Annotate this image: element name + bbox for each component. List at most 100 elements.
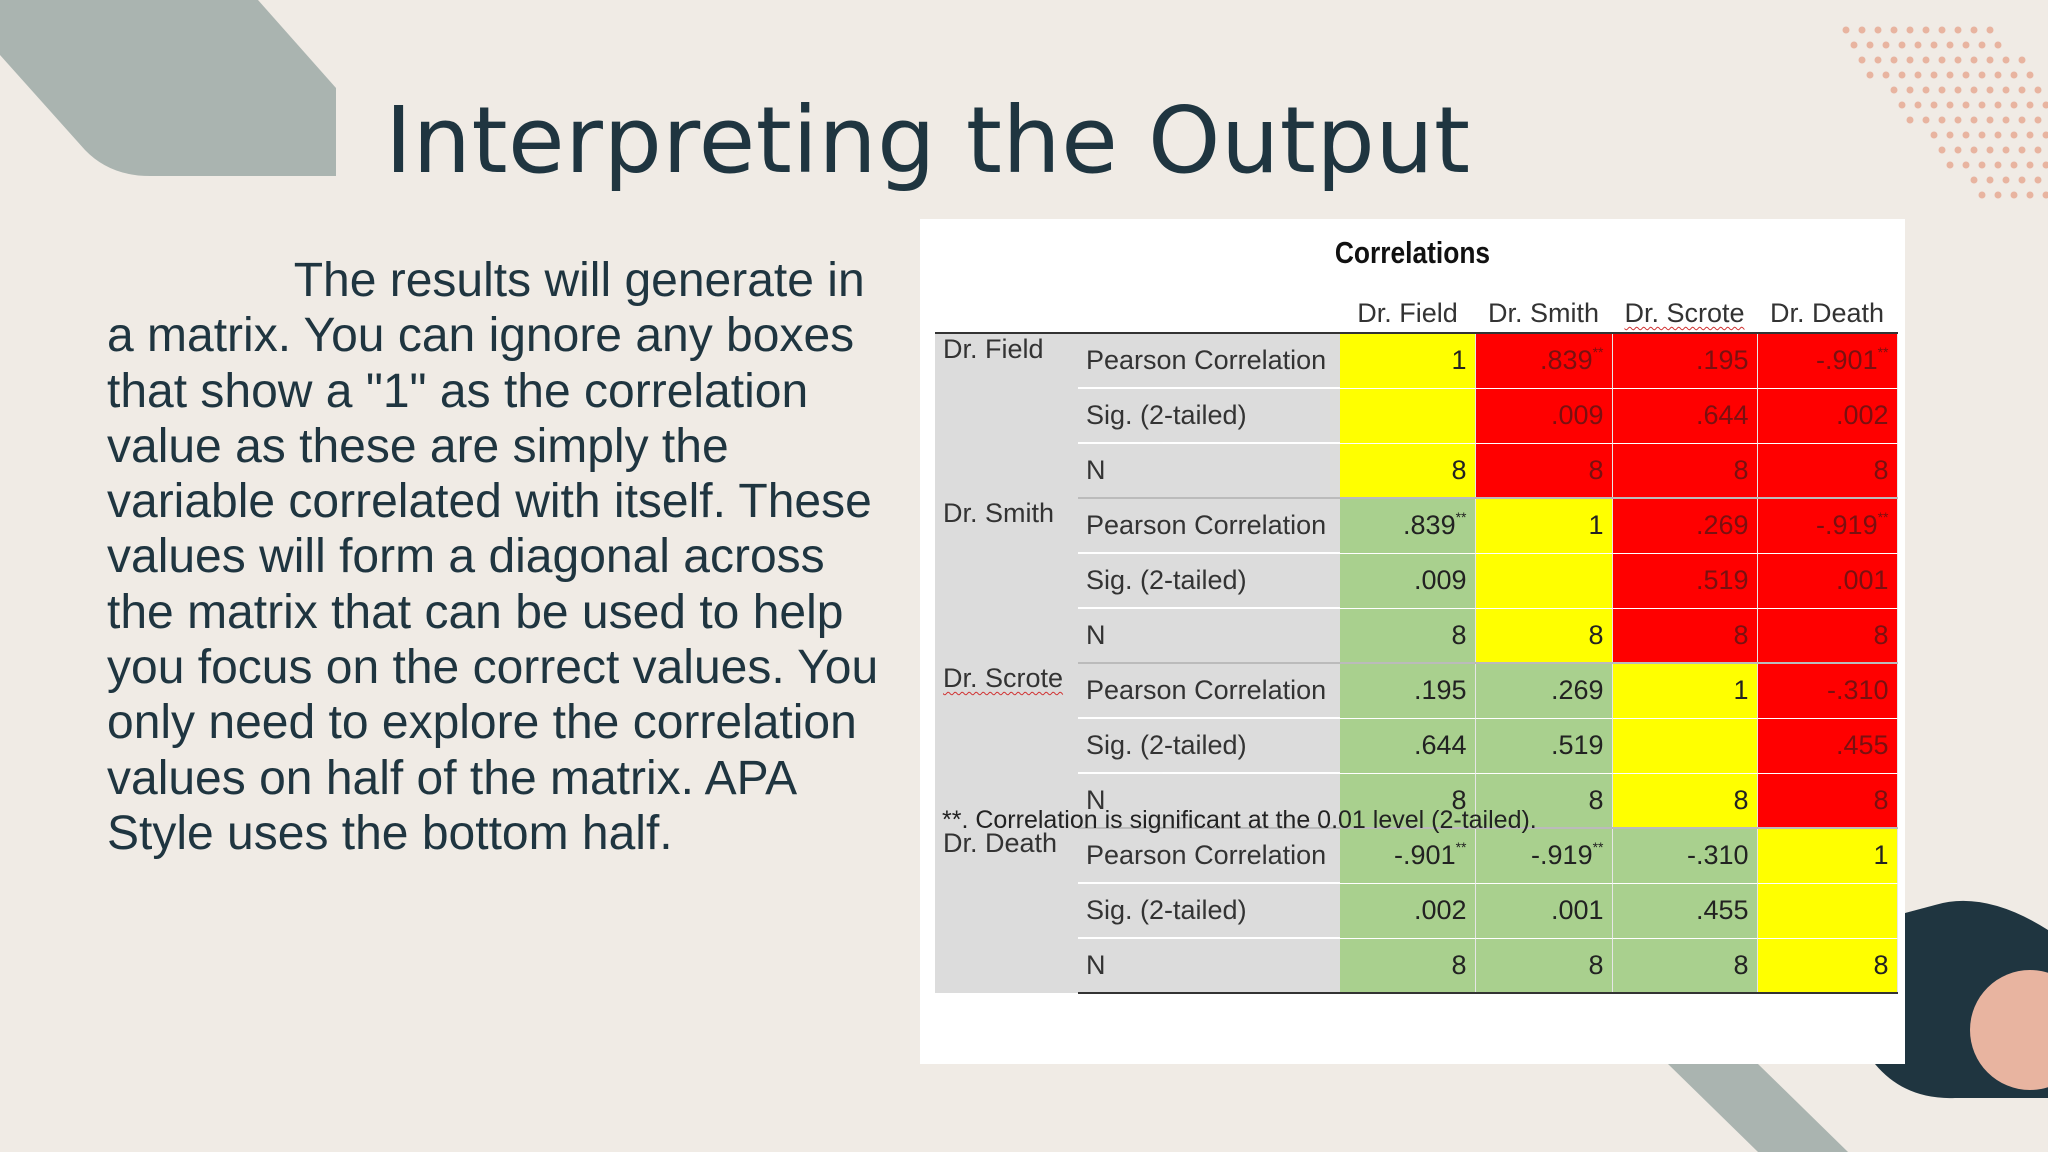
decor-dot xyxy=(1930,71,1938,79)
correlation-cell: -.919** xyxy=(1757,498,1898,554)
decor-dot xyxy=(2018,146,2026,154)
decor-dot xyxy=(1978,71,1986,79)
decor-dot xyxy=(2026,161,2034,169)
decor-dot xyxy=(2002,176,2010,184)
correlation-cell xyxy=(1612,718,1758,774)
cell-value: .195 xyxy=(1695,345,1749,376)
decor-dot xyxy=(2026,101,2034,109)
column-header: Dr. Death xyxy=(1757,282,1897,334)
correlation-cell: .269 xyxy=(1612,498,1758,554)
decor-dot xyxy=(1882,41,1890,49)
correlation-cell: 1 xyxy=(1340,333,1476,389)
stat-label: Pearson Correlation xyxy=(1078,663,1340,719)
table-row: Sig. (2-tailed) .002.001.455 xyxy=(935,883,1898,939)
table-title: Correlations xyxy=(1334,235,1491,270)
decor-dot xyxy=(2002,86,2010,94)
correlation-cell: .455 xyxy=(1612,883,1758,939)
stat-label: Pearson Correlation xyxy=(1078,333,1340,389)
correlation-cell: 8 xyxy=(1475,938,1613,994)
decor-dot xyxy=(1946,101,1954,109)
row-variable-text: Dr. Smith xyxy=(943,498,1055,528)
decor-dot xyxy=(1898,71,1906,79)
correlation-cell: 8 xyxy=(1340,773,1476,829)
cell-value: .839 xyxy=(1403,510,1456,541)
decor-dot xyxy=(1930,131,1938,139)
cell-value: .269 xyxy=(1695,510,1749,541)
stat-label: N xyxy=(1078,938,1340,994)
correlation-cell: -.310 xyxy=(1757,663,1898,719)
correlation-cell: 8 xyxy=(1475,608,1613,664)
correlation-cell: .269 xyxy=(1475,663,1613,719)
decor-dot xyxy=(2034,116,2042,124)
cell-value: 1 xyxy=(1733,675,1749,706)
decor-dot xyxy=(1866,71,1874,79)
top-left-gray-shape xyxy=(0,0,336,176)
cell-value: 1 xyxy=(1451,345,1467,376)
table-row: Dr. Field Pearson Correlation 1.839** .195-… xyxy=(935,333,1898,498)
row-variable-label: Dr. Scrote xyxy=(935,663,1078,828)
decor-dot xyxy=(1954,26,1962,34)
decor-dot xyxy=(1842,26,1850,34)
decor-dot xyxy=(2002,56,2010,64)
decor-dot xyxy=(1986,146,1994,154)
header-blank xyxy=(1078,282,1340,334)
correlation-cell: 8 xyxy=(1757,443,1898,499)
decor-dot xyxy=(1906,26,1914,34)
cell-value: -.919 xyxy=(1531,840,1593,871)
decor-dot xyxy=(2034,86,2042,94)
correlation-cell: 8 xyxy=(1612,608,1758,664)
decor-dot xyxy=(2018,56,2026,64)
decor-dot xyxy=(2026,191,2034,199)
stat-label: N xyxy=(1078,608,1340,664)
decor-dot xyxy=(1890,26,1898,34)
table-row: Sig. (2-tailed) .009.644.002 xyxy=(935,388,1898,444)
correlation-cell: .195 xyxy=(1612,333,1758,389)
decor-dot xyxy=(1938,56,1946,64)
stat-label: Sig. (2-tailed) xyxy=(1078,718,1340,774)
dot-pattern xyxy=(1842,26,2048,199)
correlation-cell: -.310 xyxy=(1612,828,1758,884)
correlation-cell: .455 xyxy=(1757,718,1898,774)
decor-dot xyxy=(1874,26,1882,34)
decor-dot xyxy=(1938,26,1946,34)
significance-marker: ** xyxy=(1592,839,1604,856)
decor-dot xyxy=(1986,86,1994,94)
decor-dot xyxy=(1986,116,1994,124)
row-variable-label: Dr. Field xyxy=(935,333,1078,498)
decor-dot xyxy=(1946,161,1954,169)
correlation-cell: .009 xyxy=(1340,553,1476,609)
cell-value: -.310 xyxy=(1826,675,1889,706)
table-header-row: Dr. Field Dr. Smith Dr. Scrote Dr. Death xyxy=(935,282,1897,334)
decor-dot xyxy=(1906,116,1914,124)
decor-dot xyxy=(2002,146,2010,154)
decor-dot xyxy=(1970,56,1978,64)
stat-label: N xyxy=(1078,443,1340,499)
decor-dot xyxy=(1986,56,1994,64)
bottom-gray-stripe xyxy=(1668,1064,1848,1152)
decor-dot xyxy=(1962,41,1970,49)
decor-dot xyxy=(1890,56,1898,64)
table-row: Dr. Scrote Pearson Correlation .195 .269 1 -.… xyxy=(935,663,1898,828)
stat-label: Pearson Correlation xyxy=(1078,498,1340,554)
decor-dot xyxy=(1978,101,1986,109)
stat-label: Sig. (2-tailed) xyxy=(1078,388,1340,444)
correlation-table-panel: Correlations Dr. Field Dr. Smith Dr. Scr… xyxy=(920,219,1905,1064)
decor-dot xyxy=(1994,161,2002,169)
correlation-cell: .839** xyxy=(1475,333,1613,389)
correlation-cell: .519 xyxy=(1475,718,1613,774)
decor-dot xyxy=(1922,26,1930,34)
decor-dot xyxy=(1914,71,1922,79)
correlation-cell: 8 xyxy=(1475,773,1613,829)
correlation-cell: .195 xyxy=(1340,663,1476,719)
correlation-cell: 8 xyxy=(1340,938,1476,994)
decor-dot xyxy=(2034,176,2042,184)
correlation-table: Dr. Field Dr. Smith Dr. Scrote Dr. Death… xyxy=(935,282,1898,994)
correlation-cell: -.919** xyxy=(1475,828,1613,884)
stat-label: Pearson Correlation xyxy=(1078,828,1340,884)
decor-dot xyxy=(1922,56,1930,64)
correlation-cell xyxy=(1757,883,1898,939)
